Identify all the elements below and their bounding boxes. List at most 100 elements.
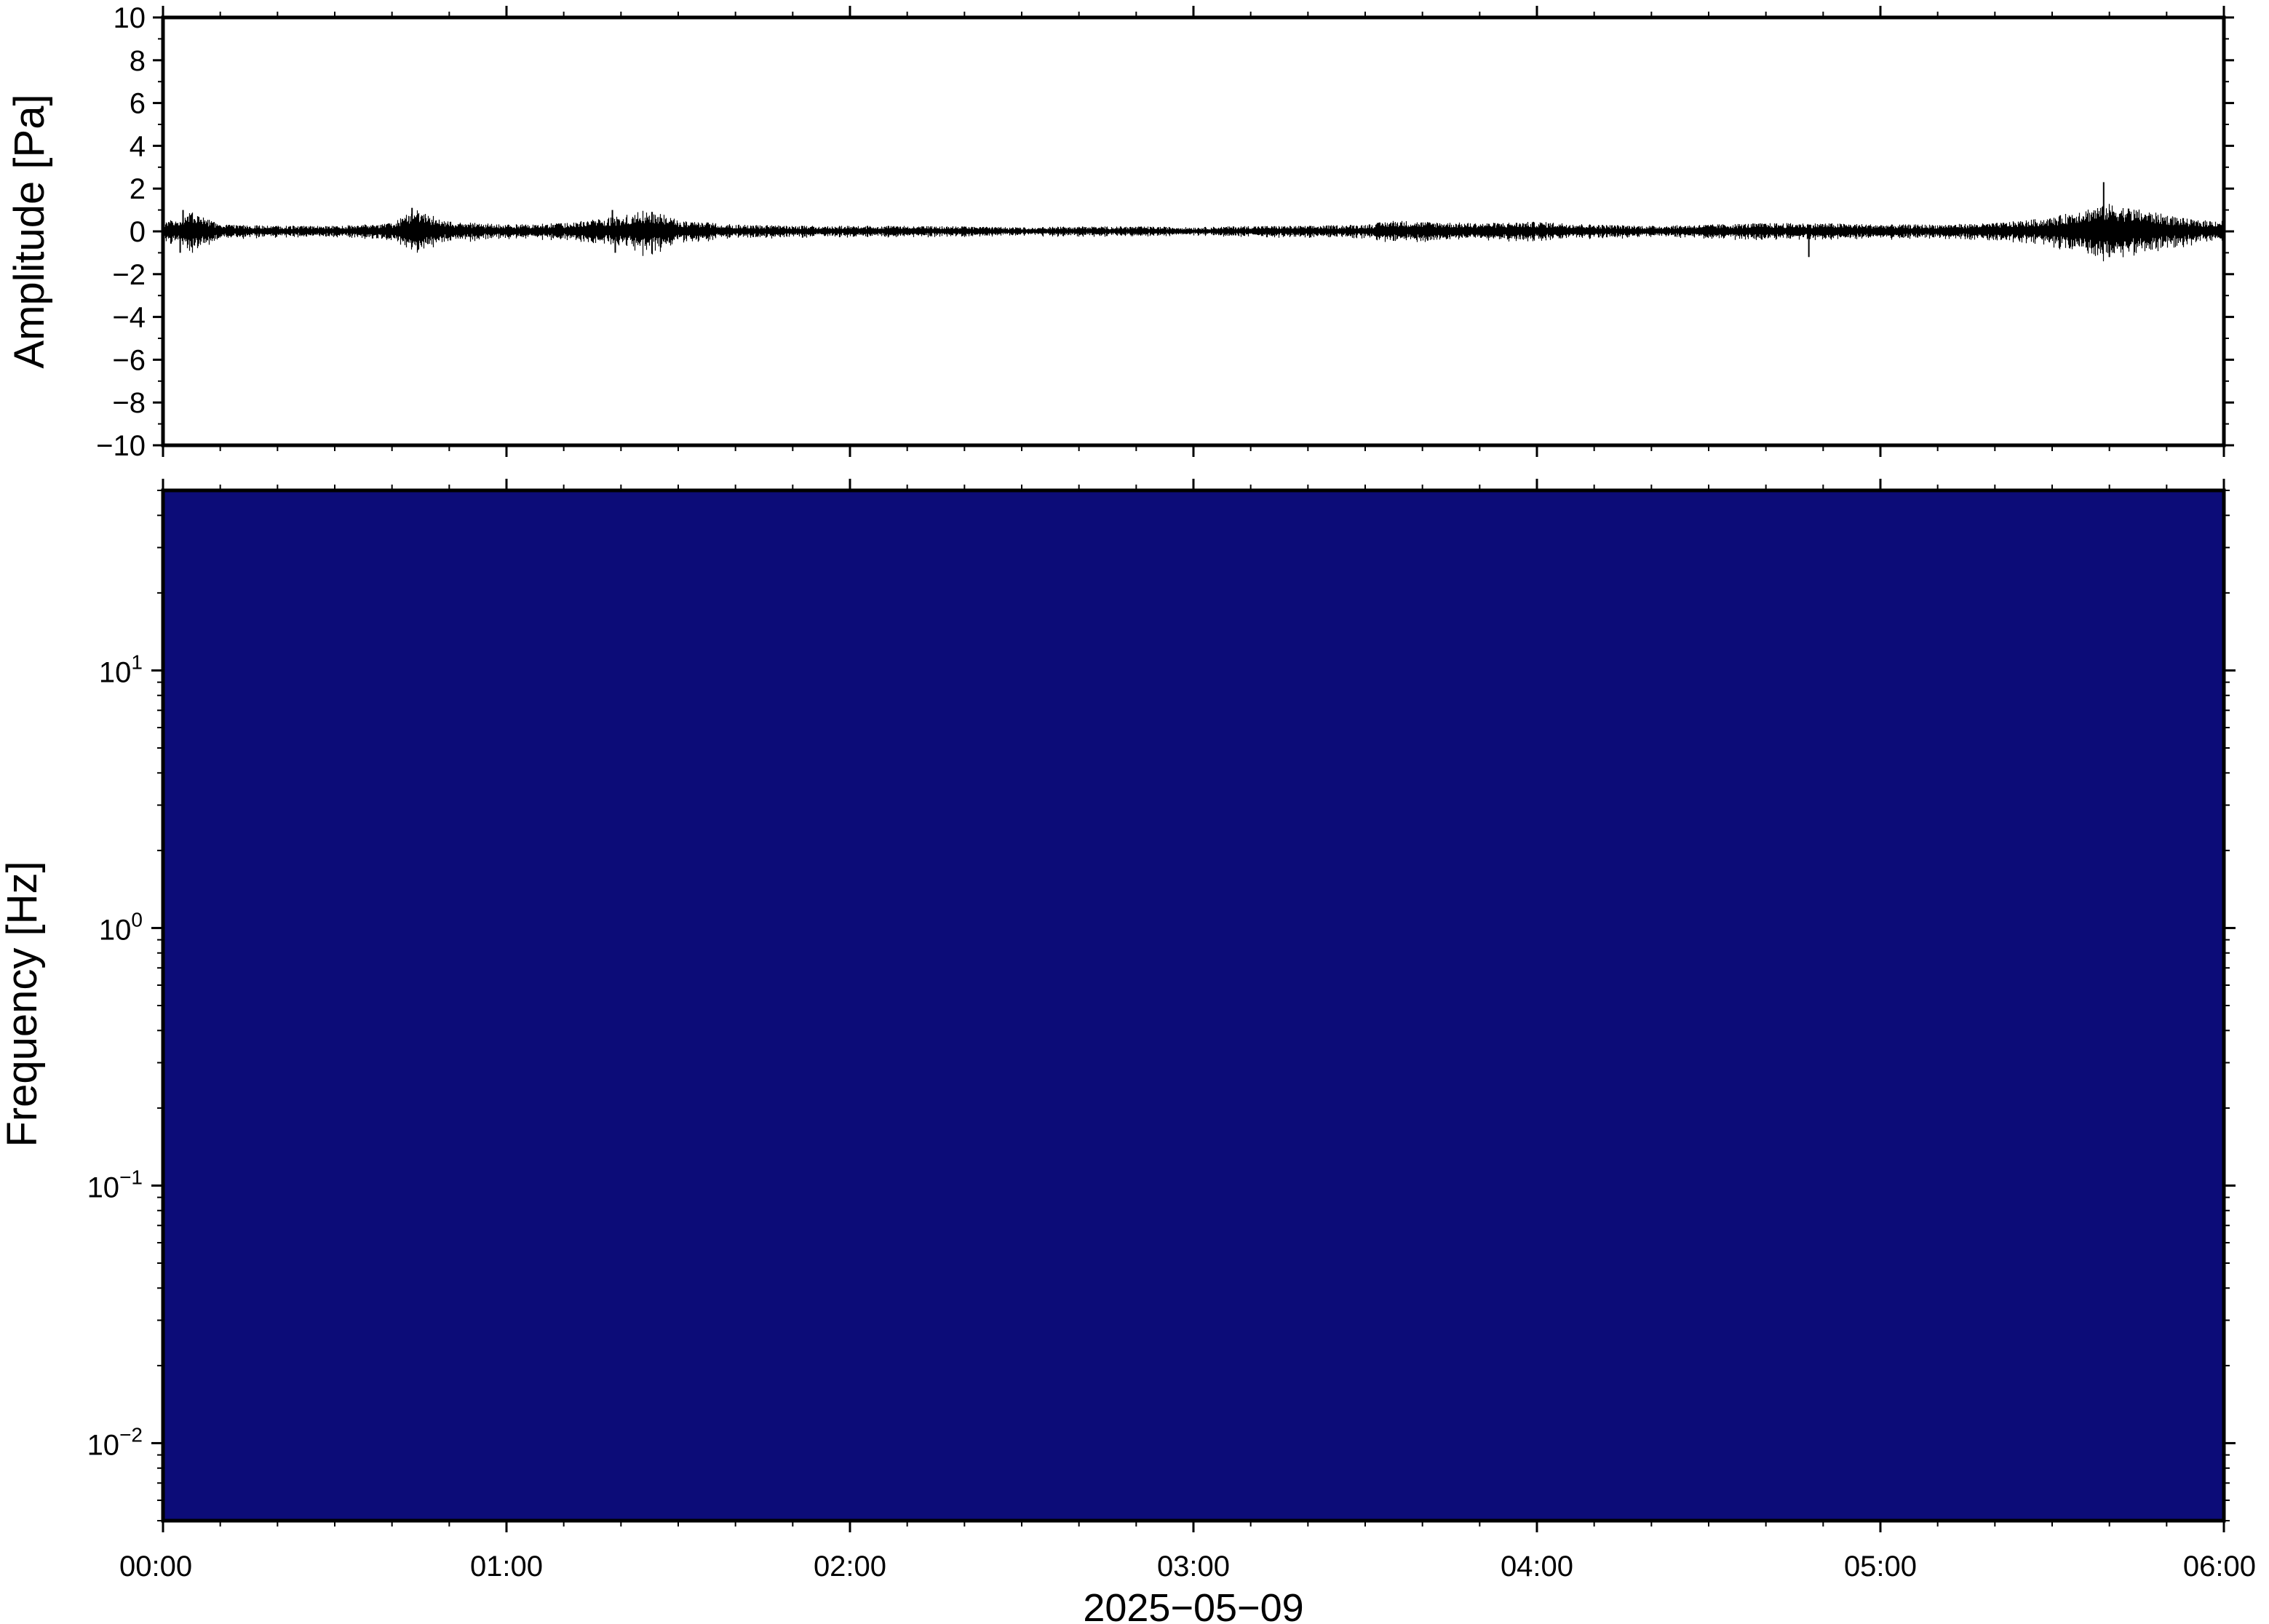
spectrogram-cell: [850, 490, 880, 1521]
spectrogram-heatmap: [163, 490, 2224, 1521]
spectrogram-cell: [392, 490, 421, 1521]
waveform-y-tick-label: 2: [130, 173, 146, 205]
spectrogram-cell: [1823, 490, 1853, 1521]
waveform-y-axis-title: Amplitude [Pa]: [6, 94, 53, 368]
spectrogram-cell: [649, 490, 679, 1521]
spectrogram-cell: [764, 490, 794, 1521]
waveform-y-tick-label: 0: [130, 216, 146, 248]
spectrogram-cell: [1623, 490, 1653, 1521]
spectrogram-cell: [449, 490, 479, 1521]
spectrogram-cell: [2195, 490, 2224, 1521]
spectrogram-cell: [1680, 490, 1709, 1521]
spectrogram-cell: [1966, 490, 1996, 1521]
spectrogram-cell: [335, 490, 365, 1521]
spectrogram-cell: [1164, 490, 1194, 1521]
spectrogram-cell: [1193, 490, 1223, 1521]
time-tick-label: 03:00: [1157, 1551, 1230, 1583]
tick-label-base: 10: [99, 914, 132, 946]
spectrogram-cell: [1050, 490, 1080, 1521]
spectrogram-cell: [1765, 490, 1795, 1521]
spectrogram-cell: [907, 490, 937, 1521]
tick-label-exponent: −2: [119, 1423, 143, 1446]
tick-label-exponent: 1: [131, 650, 143, 673]
tick-label-base: 10: [99, 656, 132, 688]
time-tick-label: 06:00: [2183, 1551, 2256, 1583]
spectrogram-cell: [1108, 490, 1137, 1521]
waveform-y-tick-label: 8: [130, 45, 146, 77]
waveform-y-tick-label: −10: [96, 430, 146, 462]
spectrogram-cell: [1737, 490, 1767, 1521]
spectrogram-cell: [1022, 490, 1052, 1521]
waveform-ticks: −10 −8 −6 −4 −2 0 2 4 6 8 10: [96, 2, 2234, 462]
waveform-frame: [161, 15, 2226, 447]
spectrogram-cell: [220, 490, 250, 1521]
spectrogram-y-tick-label: 101: [99, 650, 143, 688]
spectrogram-cell: [2109, 490, 2139, 1521]
spectrogram-cell: [191, 490, 221, 1521]
waveform-y-tick-label: −8: [112, 387, 146, 419]
spectrogram-cell: [1795, 490, 1824, 1521]
time-tick-label: 05:00: [1844, 1551, 1917, 1583]
spectrogram-y-tick-label: 10−1: [87, 1166, 143, 1203]
time-tick-label: 01:00: [470, 1551, 543, 1583]
spectrogram-cell: [1308, 490, 1338, 1521]
spectrogram-cell: [707, 490, 736, 1521]
spectrogram-cell: [1279, 490, 1309, 1521]
spectrogram-cell: [1078, 490, 1108, 1521]
spectrogram-cell: [2081, 490, 2110, 1521]
waveform-y-tick-label: 10: [114, 2, 146, 34]
spectrogram-cell: [1479, 490, 1509, 1521]
spectrogram-cell: [878, 490, 908, 1521]
time-tick-label: 04:00: [1501, 1551, 1573, 1583]
spectrogram-cell: [363, 490, 393, 1521]
spectrogram-cell: [678, 490, 708, 1521]
spectrogram-cell: [1422, 490, 1452, 1521]
spectrogram-cell: [936, 490, 966, 1521]
spectrogram-cell: [2138, 490, 2168, 1521]
time-tick-label: 02:00: [814, 1551, 886, 1583]
spectrogram-cell: [1880, 490, 1910, 1521]
spectrogram-cell: [477, 490, 507, 1521]
spectrogram-cell: [277, 490, 307, 1521]
spectrogram-cell: [821, 490, 851, 1521]
spectrogram-cell: [2023, 490, 2053, 1521]
spectrogram-cell: [1222, 490, 1252, 1521]
spectrogram-cell: [1995, 490, 2024, 1521]
waveform-panel: −10 −8 −6 −4 −2 0 2 4 6 8 10 Amplitude [Pa]: [6, 2, 2234, 462]
tick-label-exponent: 0: [131, 908, 143, 931]
spectrogram-cell: [1394, 490, 1423, 1521]
spectrogram-cell: [1909, 490, 1939, 1521]
spectrogram-cell: [1336, 490, 1366, 1521]
spectrogram-cell: [1451, 490, 1481, 1521]
tick-label-base: 10: [87, 1429, 120, 1461]
tick-label-exponent: −1: [119, 1166, 143, 1188]
tick-label-base: 10: [87, 1171, 120, 1203]
spectrogram-cell: [2052, 490, 2082, 1521]
spectrogram-cell: [506, 490, 536, 1521]
spectrogram-cell: [1365, 490, 1395, 1521]
waveform-y-tick-label: 4: [130, 130, 146, 162]
spectrogram-cell: [1537, 490, 1567, 1521]
spectrogram-cell: [1594, 490, 1624, 1521]
spectrogram-cell: [563, 490, 593, 1521]
spectrogram-y-tick-label: 10−2: [87, 1423, 143, 1461]
waveform-y-tick-label: −4: [112, 302, 146, 334]
spectrogram-cell: [1651, 490, 1681, 1521]
waveform-y-tick-label: 6: [130, 88, 146, 120]
spectrogram-y-axis-title: Frequency [Hz]: [0, 861, 46, 1147]
spectrogram-cell: [735, 490, 765, 1521]
spectrogram-cell: [964, 490, 994, 1521]
spectrogram-cell: [1250, 490, 1280, 1521]
spectrogram-cell: [1851, 490, 1881, 1521]
spectrogram-cell: [163, 490, 193, 1521]
spectrogram-cell: [2166, 490, 2196, 1521]
spectrogram-frame: [161, 488, 2226, 1523]
waveform-y-tick-label: −2: [112, 259, 146, 291]
spectrogram-cell: [249, 490, 279, 1521]
x-axis-date-label: 2025−05−09: [1083, 1586, 1303, 1624]
spectrogram-cell: [1565, 490, 1595, 1521]
time-tick-label: 00:00: [119, 1551, 192, 1583]
spectrogram-y-tick-label: 100: [99, 908, 143, 946]
